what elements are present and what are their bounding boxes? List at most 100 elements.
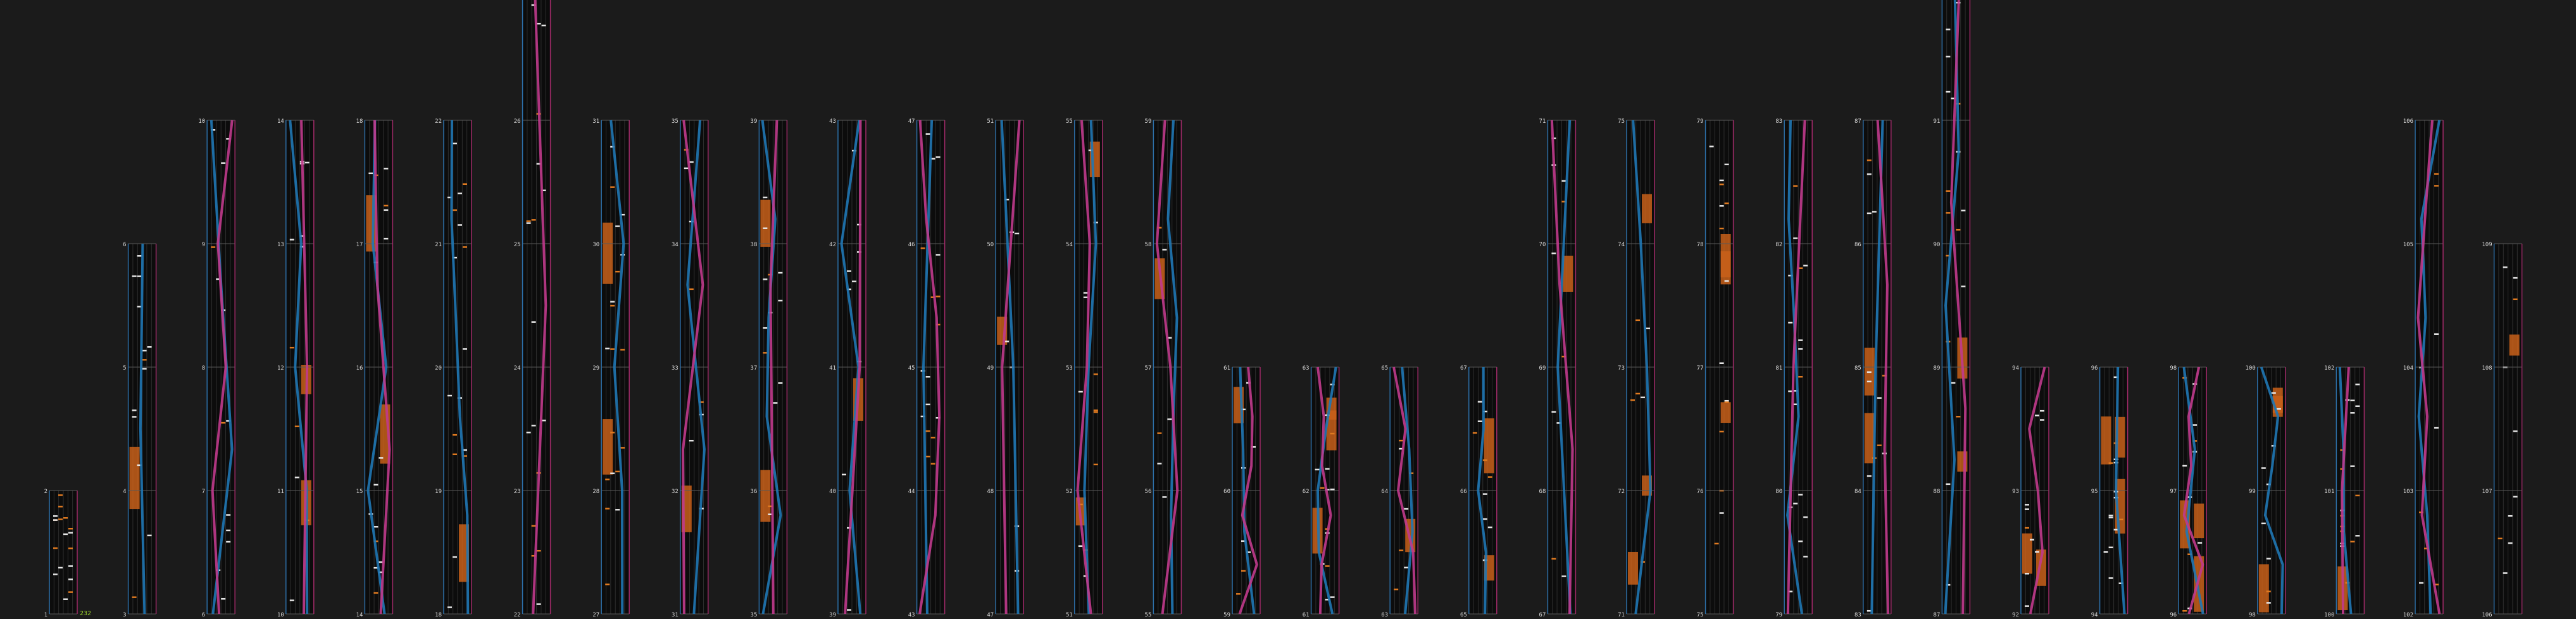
- fx-chip-note: [1719, 184, 1724, 185]
- chip-note: [1866, 371, 1872, 373]
- chip-note: [226, 529, 231, 532]
- fx-chip-note: [1946, 190, 1951, 192]
- chip-note: [2266, 558, 2271, 560]
- measure-number: 45: [908, 365, 915, 372]
- chip-note: [58, 566, 63, 569]
- chip-note: [763, 196, 768, 199]
- fx-chip-note: [463, 183, 467, 185]
- chip-note: [2108, 577, 2113, 579]
- chip-note: [142, 349, 147, 352]
- right-laser: [682, 120, 704, 615]
- chip-note: [1404, 566, 1409, 569]
- chip-note: [1803, 265, 1808, 266]
- chip-note: [1709, 146, 1714, 147]
- chip-note: [2035, 415, 2039, 416]
- chip-note: [1866, 380, 1872, 383]
- fx-chip-note: [1093, 411, 1098, 413]
- fx-chip-note: [58, 518, 63, 520]
- measure-number: 38: [751, 242, 758, 248]
- chip-note: [132, 410, 137, 411]
- measure-column: 3 4 5 6: [123, 242, 157, 618]
- measure-column: 61 62 63: [1303, 365, 1340, 618]
- chip-note: [689, 161, 694, 163]
- measure-number: 102: [2403, 612, 2413, 618]
- chip-note: [847, 270, 851, 272]
- measure-number: 109: [2482, 242, 2492, 248]
- fx-chip-note: [615, 470, 620, 473]
- chip-note: [1961, 209, 1966, 211]
- measure-column: 12: [44, 489, 78, 618]
- chip-note: [1866, 475, 1872, 477]
- chip-note: [1556, 422, 1561, 424]
- chip-note: [1482, 518, 1487, 520]
- measure-number: 22: [514, 612, 521, 618]
- fx-chip-note: [1724, 401, 1729, 403]
- measure-number: 75: [1697, 612, 1704, 618]
- chip-note: [226, 541, 231, 543]
- chip-note: [1157, 463, 1162, 465]
- measure-number: 6: [123, 242, 126, 248]
- measure-number: 19: [435, 489, 442, 495]
- measure-number: 86: [1854, 242, 1861, 248]
- fx-hold-note: [129, 446, 140, 510]
- chip-note: [142, 368, 147, 370]
- measure-number: 71: [1618, 612, 1625, 618]
- measure-number: 65: [1460, 612, 1467, 618]
- chip-note: [526, 222, 531, 224]
- chip-note: [1788, 275, 1793, 277]
- fx-chip-note: [930, 463, 935, 465]
- fx-chip-note: [610, 432, 615, 434]
- fx-chip-note: [384, 204, 389, 207]
- chip-note: [763, 327, 768, 329]
- chip-note: [1793, 403, 1798, 406]
- chip-note: [2266, 602, 2271, 604]
- measure-number: 46: [908, 242, 915, 248]
- fx-chip-note: [1399, 439, 1404, 442]
- chip-note: [2040, 419, 2044, 421]
- chip-note: [1641, 396, 1645, 399]
- fx-chip-note: [1719, 227, 1724, 230]
- chip-note: [2025, 508, 2029, 510]
- chip-note: [1946, 91, 1951, 93]
- chip-note: [2108, 546, 2113, 549]
- right-laser: [1076, 120, 1092, 615]
- measure-number: 92: [2012, 612, 2019, 618]
- chip-note: [1083, 296, 1088, 299]
- chip-note: [1951, 382, 1956, 384]
- measure-number: 55: [1066, 118, 1073, 125]
- measure-number: 33: [672, 365, 678, 372]
- chip-note: [1798, 339, 1803, 341]
- measure-number: 79: [1775, 612, 1782, 618]
- right-laser: [2341, 366, 2350, 615]
- measure-number: 47: [987, 612, 994, 618]
- chip-note: [1167, 418, 1172, 420]
- chip-note: [541, 24, 546, 27]
- chip-note: [68, 532, 73, 534]
- fx-chip-note: [2350, 541, 2355, 543]
- measure-column: 92 93 94: [2012, 365, 2049, 618]
- chip-note: [137, 275, 142, 277]
- chip-note: [2513, 277, 2518, 279]
- fx-chip-note: [2513, 298, 2518, 301]
- measure-number: 97: [2170, 489, 2177, 495]
- fx-chip-note: [1093, 410, 1098, 411]
- chip-note: [137, 255, 142, 257]
- measure-number: 31: [672, 612, 678, 618]
- measure-number: 71: [1539, 118, 1546, 125]
- measure-number: 76: [1697, 489, 1704, 495]
- chip-note: [925, 403, 930, 406]
- measure-number: 29: [592, 365, 599, 372]
- fx-chip-note: [2498, 537, 2503, 540]
- chip-note: [68, 565, 73, 567]
- measure-number: 66: [1460, 489, 1467, 495]
- measure-column: 106 107 108 109: [2482, 242, 2523, 618]
- chip-note: [1088, 149, 1093, 151]
- fx-chip-note: [1157, 227, 1162, 229]
- left-laser: [1239, 366, 1256, 615]
- fx-chip-note: [1394, 588, 1399, 591]
- chip-note: [2503, 266, 2508, 268]
- chip-note: [1803, 516, 1808, 518]
- fx-chip-note: [1093, 463, 1098, 466]
- left-laser: [2115, 366, 2126, 615]
- chip-note: [1793, 503, 1798, 504]
